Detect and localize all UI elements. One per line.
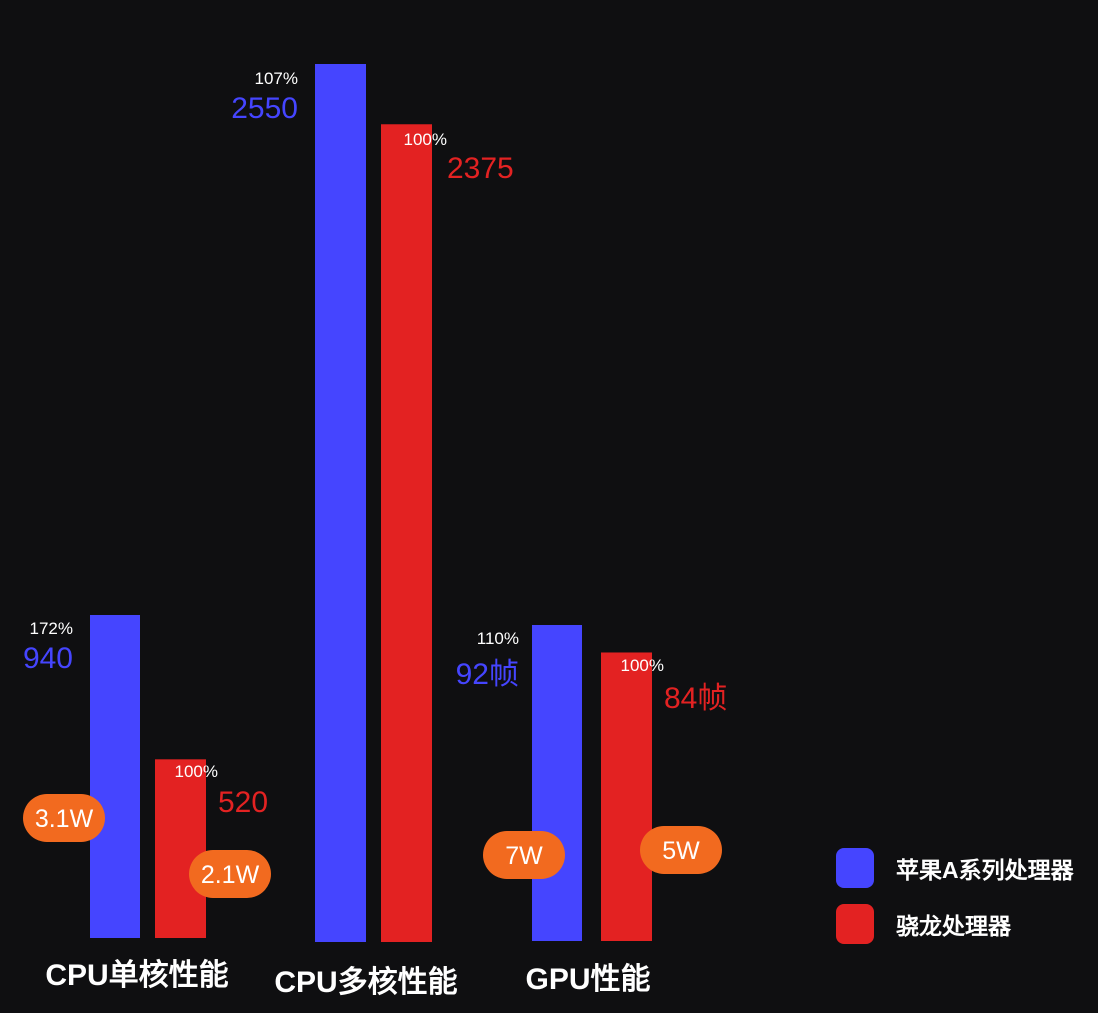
value-label: 2550 — [231, 92, 298, 125]
power-badge-label: 2.1W — [201, 861, 260, 889]
power-badge — [640, 826, 722, 874]
power-badge-label: 7W — [505, 842, 543, 870]
legend-swatch-snapdragon — [836, 904, 874, 944]
legend-item-apple: 苹果A系列处理器 — [836, 848, 1074, 888]
category-label: GPU性能 — [525, 963, 650, 996]
value-label: 520 — [218, 786, 268, 819]
power-badge-label: 3.1W — [35, 805, 94, 833]
percent-label: 172% — [30, 619, 73, 638]
bar-snapdragon-1 — [155, 759, 206, 938]
bar-apple-3 — [532, 625, 582, 941]
power-badge — [483, 831, 565, 879]
legend-label-snapdragon: 骁龙处理器 — [896, 913, 1011, 939]
legend-label-apple: 苹果A系列处理器 — [896, 857, 1074, 883]
category-label: CPU多核性能 — [274, 966, 457, 999]
power-badge — [189, 850, 271, 898]
bar-apple-2 — [315, 64, 366, 942]
value-label: 84帧 — [664, 682, 727, 715]
percent-label: 100% — [175, 762, 218, 781]
value-label: 92帧 — [456, 658, 519, 691]
bar-snapdragon-3 — [601, 652, 652, 941]
legend: 苹果A系列处理器 骁龙处理器 — [836, 848, 1074, 960]
bar-apple-1 — [90, 615, 140, 938]
power-badge-label: 5W — [662, 837, 700, 865]
percent-label: 100% — [404, 130, 447, 149]
percent-label: 110% — [477, 629, 519, 648]
value-label: 940 — [23, 642, 73, 675]
category-label: CPU单核性能 — [45, 959, 228, 992]
value-label: 2375 — [447, 152, 514, 185]
percent-label: 100% — [621, 656, 664, 675]
power-badge — [23, 794, 105, 842]
legend-swatch-apple — [836, 848, 874, 888]
percent-label: 107% — [255, 69, 298, 88]
legend-item-snapdragon: 骁龙处理器 — [836, 904, 1074, 944]
bar-snapdragon-2 — [381, 124, 432, 943]
